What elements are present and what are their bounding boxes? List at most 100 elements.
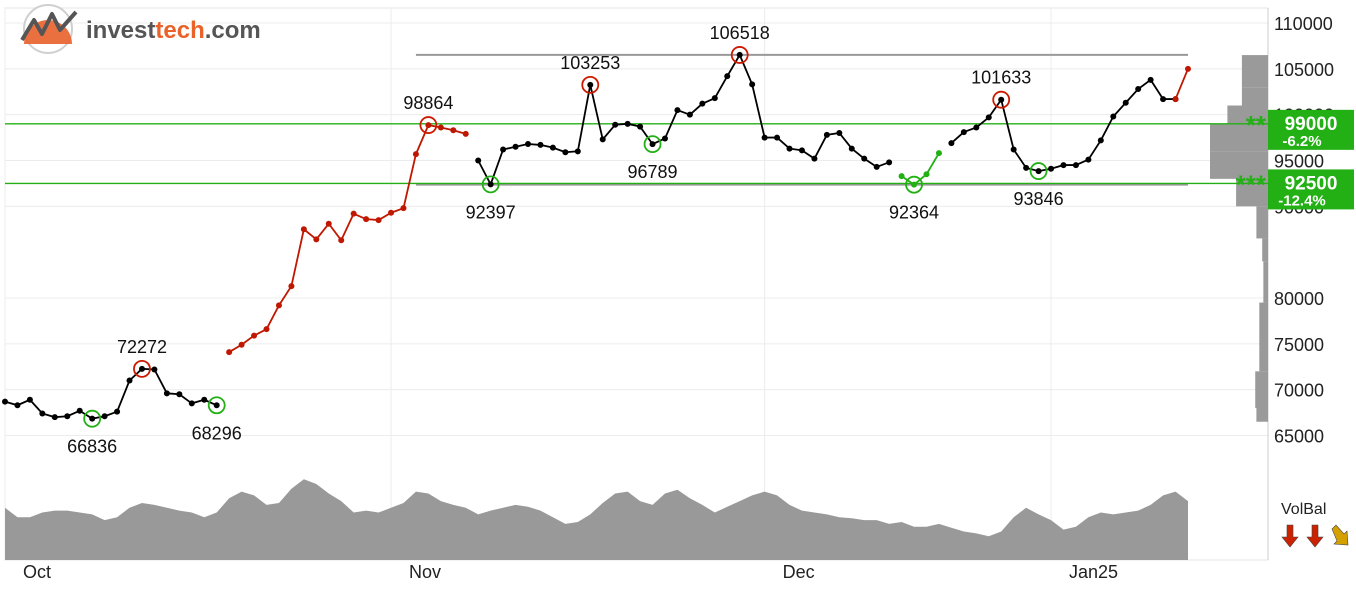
price-point — [51, 414, 58, 421]
price-point — [661, 135, 668, 142]
price-segment — [1174, 68, 1189, 100]
price-point — [238, 341, 245, 348]
price-point — [749, 81, 756, 88]
price-label: 101633 — [971, 68, 1031, 88]
price-point — [1147, 76, 1154, 83]
price-point — [525, 141, 532, 147]
high-marker — [730, 46, 749, 64]
y-tick-label: 70000 — [1274, 381, 1324, 401]
price-point — [898, 173, 905, 180]
price-point — [26, 396, 33, 403]
price-point — [574, 148, 581, 155]
price-point — [960, 129, 967, 136]
price-point — [1097, 137, 1104, 144]
price-point — [1160, 96, 1167, 103]
level-percent: -12.4% — [1278, 192, 1326, 209]
price-point — [487, 181, 494, 188]
y-tick-label: 110000 — [1274, 14, 1333, 34]
price-point — [798, 147, 805, 154]
price-point — [911, 181, 918, 188]
price-point — [450, 127, 457, 134]
price-point — [873, 163, 880, 170]
price-point — [823, 131, 830, 138]
price-point — [537, 141, 544, 148]
x-tick-label: Jan25 — [1069, 562, 1118, 582]
price-point — [462, 130, 469, 137]
price-point — [562, 149, 569, 156]
price-point — [686, 111, 693, 118]
price-point — [39, 410, 46, 417]
price-point — [412, 151, 419, 158]
high-marker — [419, 116, 438, 134]
price-point — [138, 365, 145, 372]
price-label: 92364 — [889, 203, 939, 223]
price-point — [313, 236, 320, 243]
price-point — [848, 145, 855, 152]
price-point — [188, 400, 195, 407]
logo-invest: invest — [86, 17, 155, 44]
price-point — [500, 146, 507, 153]
price-point — [14, 402, 21, 409]
price-segment — [228, 124, 467, 353]
price-point — [275, 302, 282, 309]
price-point — [213, 402, 220, 409]
price-point — [811, 155, 818, 162]
y-tick-label: 105000 — [1274, 60, 1334, 80]
price-point — [350, 210, 357, 217]
peak-trough-annotations: 66836 72272 68296 98864 92397 103253 96789 1065… — [67, 23, 1063, 457]
level-box — [1268, 109, 1354, 150]
low-marker — [207, 396, 226, 415]
price-label: 93846 — [1014, 189, 1064, 209]
price-point — [1023, 164, 1030, 171]
volume-profile-bar — [1255, 371, 1268, 408]
volume-profile-bar — [1210, 151, 1268, 179]
price-point — [1110, 113, 1117, 120]
price-segment — [477, 52, 890, 187]
price-point — [724, 73, 731, 80]
low-marker — [643, 135, 662, 154]
price-point — [1060, 162, 1067, 169]
price-point — [1010, 146, 1017, 153]
price-point — [761, 134, 768, 141]
price-point — [1035, 168, 1042, 175]
price-point — [948, 140, 955, 147]
volume-profile-bar — [1259, 302, 1268, 372]
logo-icon — [20, 4, 78, 54]
y-tick-label: 80000 — [1274, 289, 1324, 309]
volume-profile-bar — [1210, 123, 1268, 152]
volume-profile-bar — [1263, 261, 1268, 303]
price-point — [1135, 86, 1142, 92]
price-label: 103253 — [560, 53, 620, 73]
price-point — [674, 107, 681, 114]
logo-dotcom: .com — [205, 17, 261, 44]
volume-balance-area — [5, 479, 1188, 560]
x-axis: Oct Nov Dec Jan25 — [23, 562, 1118, 582]
price-point — [836, 130, 843, 136]
price-point — [786, 145, 793, 152]
logo-tech: tech — [155, 17, 204, 44]
price-label: 98864 — [403, 93, 453, 113]
low-marker — [83, 409, 102, 428]
level-value: 99000 — [1285, 114, 1338, 135]
high-marker — [133, 359, 151, 378]
price-point — [400, 205, 407, 212]
x-tick-label: Nov — [409, 562, 441, 582]
volume-profile-bar — [1256, 408, 1268, 422]
y-tick-label: 95000 — [1274, 152, 1324, 172]
volbal-arrow-icon — [1281, 524, 1299, 548]
level-value: 92500 — [1285, 173, 1338, 194]
price-point — [624, 120, 631, 127]
low-marker — [905, 175, 923, 194]
price-point — [475, 157, 482, 164]
low-marker — [1029, 162, 1048, 180]
level-stars: *** — [1236, 169, 1267, 199]
price-label: 68296 — [192, 423, 242, 443]
price-point — [425, 122, 432, 129]
price-point — [699, 100, 706, 107]
price-point — [886, 159, 893, 166]
price-point — [201, 396, 208, 403]
price-point — [1085, 156, 1092, 163]
volbal-arrow-icon — [1331, 524, 1349, 546]
price-point — [736, 51, 743, 58]
